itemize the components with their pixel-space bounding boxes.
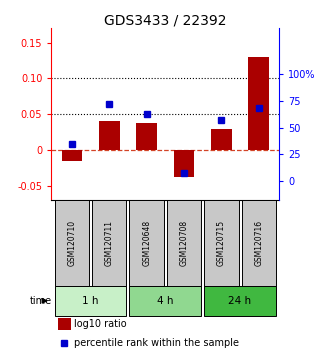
Bar bbox=[99, 121, 119, 150]
Bar bbox=[204, 286, 276, 315]
Bar bbox=[204, 200, 239, 286]
Bar bbox=[55, 286, 126, 315]
Text: GSM120710: GSM120710 bbox=[67, 220, 76, 266]
Text: GSM120715: GSM120715 bbox=[217, 220, 226, 266]
Text: percentile rank within the sample: percentile rank within the sample bbox=[74, 338, 239, 348]
Bar bbox=[241, 200, 276, 286]
Text: 24 h: 24 h bbox=[229, 296, 252, 306]
Bar bbox=[55, 200, 89, 286]
Bar bbox=[211, 129, 232, 150]
Text: time: time bbox=[30, 296, 52, 306]
Text: GSM120716: GSM120716 bbox=[254, 220, 263, 266]
Bar bbox=[58, 318, 71, 330]
Bar bbox=[129, 286, 201, 315]
Bar bbox=[167, 200, 201, 286]
Title: GDS3433 / 22392: GDS3433 / 22392 bbox=[104, 13, 227, 27]
Bar bbox=[248, 57, 269, 150]
Bar bbox=[129, 200, 164, 286]
Bar bbox=[62, 150, 82, 161]
Bar bbox=[174, 150, 194, 177]
Text: log10 ratio: log10 ratio bbox=[74, 319, 127, 329]
Text: GSM120708: GSM120708 bbox=[179, 220, 188, 266]
Bar bbox=[136, 123, 157, 150]
Text: 1 h: 1 h bbox=[82, 296, 99, 306]
Bar bbox=[92, 200, 126, 286]
Text: GSM120711: GSM120711 bbox=[105, 220, 114, 266]
Text: GSM120648: GSM120648 bbox=[142, 220, 151, 266]
Text: 4 h: 4 h bbox=[157, 296, 174, 306]
